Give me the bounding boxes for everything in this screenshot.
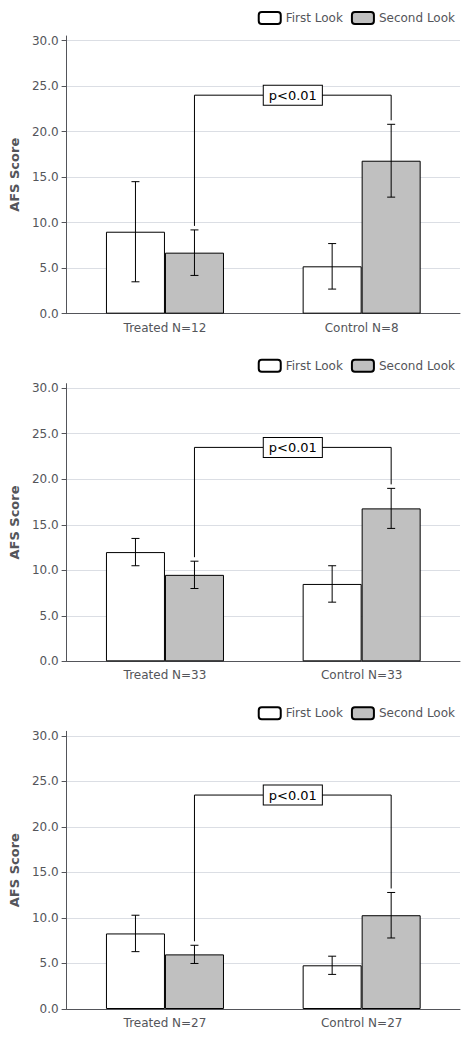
svg-text:20.0: 20.0 (32, 820, 59, 834)
svg-text:Treated N=12: Treated N=12 (123, 321, 207, 335)
svg-text:Control N=27: Control N=27 (321, 1016, 403, 1030)
svg-text:0.0: 0.0 (40, 654, 59, 668)
svg-text:Second Look: Second Look (379, 11, 455, 25)
svg-text:p<0.01: p<0.01 (269, 88, 317, 103)
svg-text:25.0: 25.0 (32, 774, 59, 788)
svg-text:5.0: 5.0 (40, 261, 59, 275)
svg-text:15.0: 15.0 (32, 865, 59, 879)
svg-text:AFS Score: AFS Score (7, 138, 22, 212)
svg-text:5.0: 5.0 (40, 609, 59, 623)
svg-text:Control N=8: Control N=8 (325, 321, 399, 335)
svg-text:AFS Score: AFS Score (7, 833, 22, 907)
svg-text:Treated N=27: Treated N=27 (123, 1016, 207, 1030)
svg-text:0.0: 0.0 (40, 307, 59, 321)
svg-text:First Look: First Look (286, 359, 343, 373)
svg-text:30.0: 30.0 (32, 729, 59, 743)
svg-text:30.0: 30.0 (32, 381, 59, 395)
svg-text:25.0: 25.0 (32, 427, 59, 441)
svg-text:25.0: 25.0 (32, 79, 59, 93)
svg-text:p<0.01: p<0.01 (269, 440, 317, 455)
svg-text:Second Look: Second Look (379, 359, 455, 373)
svg-text:AFS Score: AFS Score (7, 485, 22, 559)
svg-text:5.0: 5.0 (40, 956, 59, 970)
svg-text:10.0: 10.0 (32, 911, 59, 925)
svg-text:Treated N=33: Treated N=33 (123, 668, 207, 682)
svg-text:15.0: 15.0 (32, 170, 59, 184)
svg-text:20.0: 20.0 (32, 472, 59, 486)
svg-text:30.0: 30.0 (32, 34, 59, 48)
svg-text:10.0: 10.0 (32, 216, 59, 230)
svg-text:0.0: 0.0 (40, 1002, 59, 1016)
svg-text:10.0: 10.0 (32, 563, 59, 577)
svg-text:20.0: 20.0 (32, 125, 59, 139)
svg-text:Control N=33: Control N=33 (321, 668, 403, 682)
svg-text:First Look: First Look (286, 706, 343, 720)
svg-text:Second Look: Second Look (379, 706, 455, 720)
svg-text:15.0: 15.0 (32, 518, 59, 532)
svg-text:First Look: First Look (286, 11, 343, 25)
svg-text:p<0.01: p<0.01 (269, 788, 317, 803)
